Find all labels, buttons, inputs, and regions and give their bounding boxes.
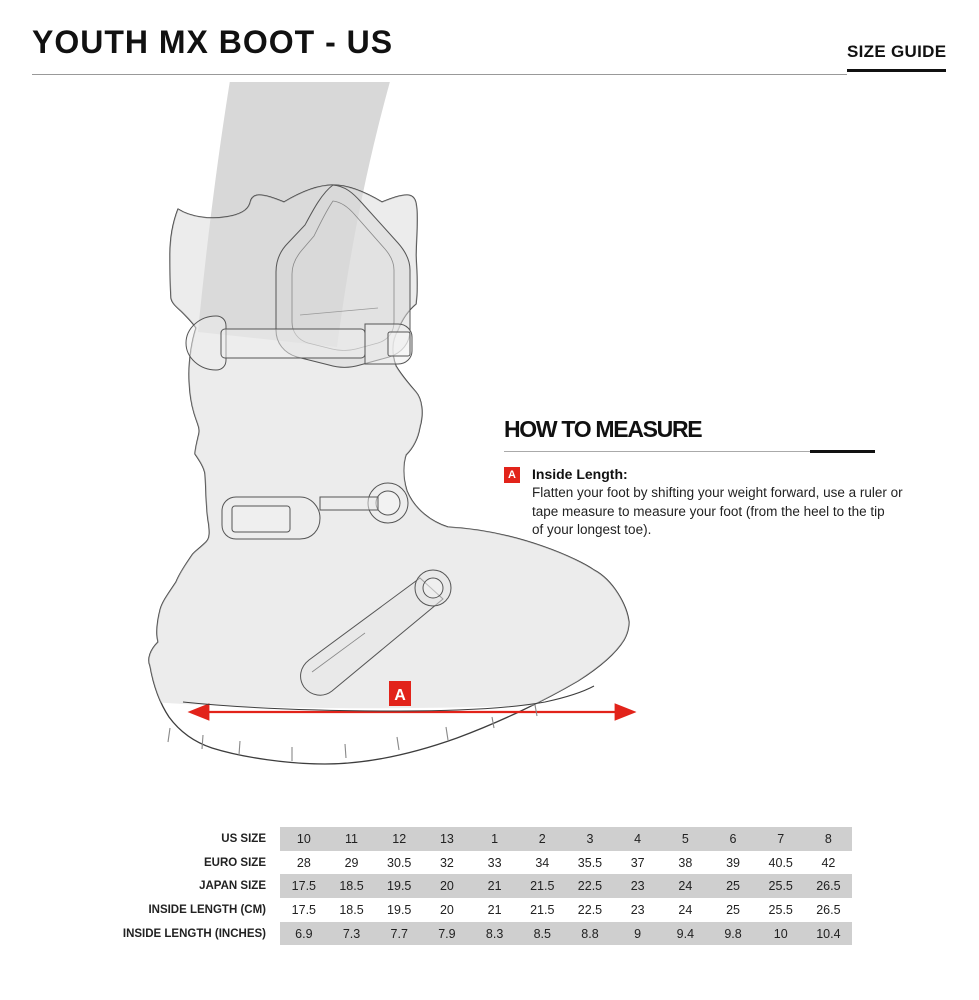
svg-text:A: A <box>394 687 406 704</box>
